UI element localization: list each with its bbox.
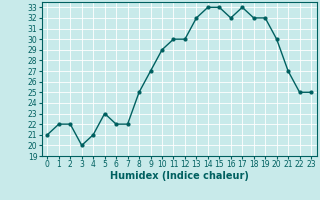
X-axis label: Humidex (Indice chaleur): Humidex (Indice chaleur) bbox=[110, 171, 249, 181]
